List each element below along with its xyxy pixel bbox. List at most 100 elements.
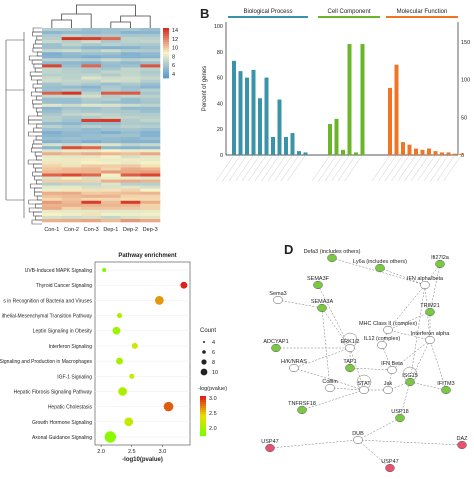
heatmap-cell <box>101 109 121 114</box>
heatmap-cell <box>101 140 121 144</box>
network-node-label: USP18 <box>391 409 408 415</box>
heatmap-cells <box>42 28 161 223</box>
heatmap-cell <box>42 61 62 65</box>
go-bar-bp <box>303 152 308 155</box>
heatmap-cell <box>140 137 161 141</box>
color-legend-step <box>200 408 206 411</box>
heatmap-cell <box>42 88 62 92</box>
heatmap-cell <box>61 155 82 159</box>
heatmap-cell <box>101 40 121 44</box>
network-node-label: H/K/NRAS <box>281 359 307 365</box>
heatmap-cell <box>140 112 161 117</box>
network-node <box>385 463 395 473</box>
heatmap-cell <box>101 73 121 77</box>
heatmap-cell <box>120 188 141 192</box>
heatmap-cell <box>42 94 62 99</box>
color-legend-step <box>200 428 206 431</box>
heatmap-cell <box>81 103 102 108</box>
network-edge <box>321 307 351 349</box>
heatmap-cell <box>101 176 121 180</box>
color-legend-tick: 3.0 <box>209 396 217 402</box>
heatmap-cell <box>140 209 161 214</box>
heatmap-cell <box>120 106 141 111</box>
go-bar-cc <box>360 44 365 156</box>
heatmap-cell <box>81 49 102 53</box>
colorbar-step <box>163 36 169 39</box>
heatmap-cell <box>81 131 102 135</box>
network-node-label: Jak <box>384 381 393 387</box>
network-edge <box>387 311 431 331</box>
heatmap-cell <box>101 106 121 111</box>
heatmap-cell <box>61 76 82 80</box>
network-node-label: DUB <box>352 431 364 437</box>
heatmap-cell <box>61 34 82 38</box>
heatmap-cell <box>81 40 102 44</box>
network-edge <box>331 257 426 286</box>
network-edges <box>269 257 463 469</box>
sample-label: Con-2 <box>64 227 79 233</box>
pathway-label: s in Recognition of Bacteria and Viruses <box>3 298 92 304</box>
network-edge <box>357 417 401 441</box>
colorbar-step <box>163 56 169 59</box>
network-node <box>359 385 369 395</box>
network-node-label: ERK1/2 <box>341 339 360 345</box>
heatmap-cell <box>81 121 102 126</box>
row-dendrogram <box>5 27 42 225</box>
heatmap-cell <box>140 170 161 174</box>
heatmap-cell <box>42 115 62 120</box>
heatmap-cell <box>42 34 62 38</box>
heatmap-cell <box>81 182 102 186</box>
heatmap-cell <box>42 49 62 53</box>
go-bar-mf <box>414 148 418 155</box>
colorbar-step <box>163 30 169 33</box>
heatmap-cell <box>140 176 161 180</box>
go-bar-bp <box>232 60 236 155</box>
sample-label: Dep-1 <box>103 227 118 233</box>
heatmap-cell <box>120 91 141 95</box>
heatmap-cell <box>120 121 141 126</box>
heatmap-cell <box>42 218 62 223</box>
heatmap-cell <box>101 70 121 74</box>
heatmap-cell <box>140 125 161 129</box>
colorbar-tick: 10 <box>172 46 178 52</box>
heatmap-cell <box>120 200 141 205</box>
go-bar-bp <box>245 77 249 155</box>
go-y-label: Percent of genes <box>202 66 208 111</box>
heatmap-cell <box>81 197 102 202</box>
heatmap-cell <box>120 182 141 186</box>
go-term-tick <box>261 154 280 182</box>
heatmap-cell <box>42 161 62 165</box>
heatmap-cell <box>120 215 141 220</box>
heatmap-cell <box>120 164 141 168</box>
heatmap-cell <box>42 215 62 220</box>
heatmap-cell <box>61 158 82 162</box>
pathway-label: Hepatic Fibrosis Signaling Pathway <box>14 389 93 395</box>
heatmap-cell <box>81 88 102 92</box>
go-term-tick <box>410 154 430 182</box>
network-node-label: IFN alpha/beta <box>407 276 444 282</box>
heatmap-cell <box>42 140 62 144</box>
network-edge <box>399 381 411 419</box>
heatmap-cell <box>61 46 82 50</box>
heatmap-cell <box>81 179 102 183</box>
heatmap-cell <box>120 46 141 50</box>
network-node <box>441 385 451 395</box>
heatmap-cell <box>61 191 82 196</box>
color-legend-step <box>200 430 206 433</box>
heatmap-cell <box>42 200 62 205</box>
heatmap-cell <box>61 125 82 129</box>
heatmap-cell <box>101 91 121 95</box>
heatmap-cell <box>140 173 161 177</box>
heatmap-cell <box>101 170 121 174</box>
color-legend-step <box>200 420 206 423</box>
network-node <box>395 413 405 423</box>
heatmap-cell <box>140 46 161 50</box>
heatmap-cell <box>61 218 82 223</box>
heatmap-cell <box>120 128 141 132</box>
heatmap-cell <box>81 112 102 117</box>
network-node <box>325 383 335 393</box>
dot-point <box>102 267 107 273</box>
heatmap-cell <box>120 179 141 183</box>
heatmap-cell <box>42 185 62 189</box>
heatmap-cell <box>140 203 161 208</box>
